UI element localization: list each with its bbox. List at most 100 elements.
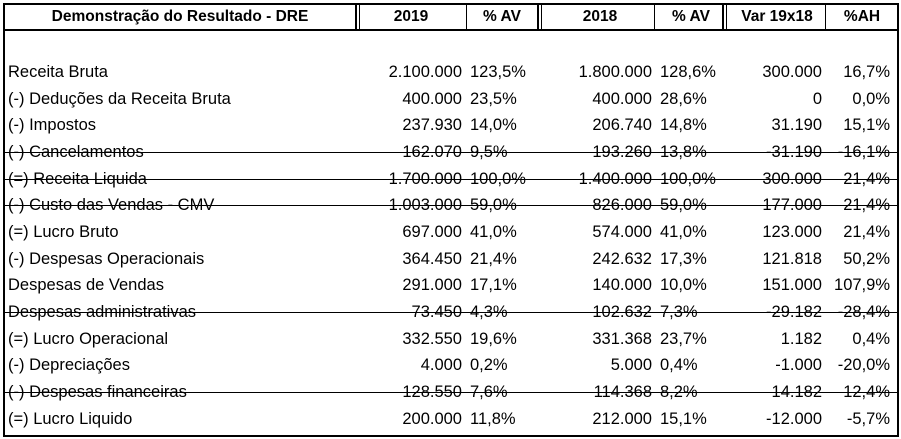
cell-av2018: 41,0%	[660, 222, 707, 241]
header-sep-2	[466, 3, 467, 31]
table-row: (=) Receita Liquida 1.700.000 100,0% 1.400.…	[4, 166, 898, 193]
header-var: Var 19x18	[741, 8, 813, 25]
cell-av2018: 28,6%	[660, 89, 707, 108]
cell-ah: 50,2%	[843, 249, 890, 268]
frame-left	[3, 3, 5, 437]
cell-label: Despesas de Vendas	[8, 276, 164, 295]
cell-var: 1.182	[780, 329, 822, 348]
table-row: (=) Lucro Operacional 332.550 19,6% 331.368…	[4, 326, 898, 353]
header-2018: 2018	[582, 8, 618, 25]
cell-v2018: 331.368	[592, 329, 652, 348]
header-sep-1	[355, 3, 357, 31]
cell-av2018: 10,0%	[660, 276, 707, 295]
cell-ah: 21,4%	[843, 222, 890, 241]
header-sep-5	[722, 3, 724, 31]
cell-av2018: 13,8%	[660, 142, 707, 161]
cell-label: (=) Lucro Liquido	[8, 409, 133, 428]
cell-ah: -5,7%	[846, 409, 890, 428]
row-separator	[3, 179, 899, 180]
cell-var: 151.000	[762, 276, 822, 295]
cell-av2018: 23,7%	[660, 329, 707, 348]
cell-ah: 15,1%	[843, 116, 890, 135]
cell-v2018: 212.000	[592, 409, 652, 428]
cell-label: (=) Lucro Operacional	[8, 329, 169, 348]
cell-av2019: 41,0%	[470, 222, 517, 241]
cell-av2018: 15,1%	[660, 409, 707, 428]
cell-var: 300.000	[762, 169, 822, 188]
cell-av2019: 100,0%	[470, 169, 526, 188]
cell-label: (=) Lucro Bruto	[8, 222, 119, 241]
table-row: (-) Despesas Operacionais 364.450 21,4% 242…	[4, 246, 898, 273]
cell-v2018: 400.000	[592, 89, 652, 108]
cell-v2019: 2.100.000	[388, 62, 462, 81]
cell-var: 300.000	[762, 62, 822, 81]
cell-av2019: 14,0%	[470, 116, 517, 135]
cell-av2019: 0,2%	[470, 356, 508, 375]
cell-label: (-) Impostos	[8, 116, 97, 135]
cell-av2018: 14,8%	[660, 116, 707, 135]
cell-v2019: 291.000	[402, 276, 462, 295]
cell-v2019: 697.000	[402, 222, 462, 241]
cell-av2018: 100,0%	[660, 169, 716, 188]
cell-av2019: 9,5%	[470, 142, 508, 161]
cell-v2019: 200.000	[402, 409, 462, 428]
cell-v2019: 162.070	[402, 142, 462, 161]
header-ah: %AH	[843, 8, 881, 25]
cell-v2019: 400.000	[402, 89, 462, 108]
cell-label: (-) Deduções da Receita Bruta	[8, 89, 231, 108]
table-row: (-) Depreciações 4.000 0,2% 5.000 0,4% -1.000…	[4, 353, 898, 380]
frame-top	[3, 3, 899, 5]
cell-av2018: 17,3%	[660, 249, 707, 268]
cell-v2018: 140.000	[592, 276, 652, 295]
table-row: Despesas de Vendas 291.000 17,1% 140.000 10,…	[4, 273, 898, 300]
cell-var: 31.190	[771, 116, 822, 135]
cell-var: -31.190	[766, 142, 822, 161]
cell-v2018: 193.260	[592, 142, 652, 161]
cell-label: (-) Despesas Operacionais	[8, 249, 205, 268]
header-av-2018: % AV	[672, 8, 710, 25]
header-sep-5b	[726, 3, 727, 31]
header-sep-1b	[359, 3, 360, 31]
header-sep-4	[654, 3, 655, 31]
dre-table: Demonstração do Resultado - DRE 2019 % A…	[4, 4, 898, 433]
cell-v2019: 364.450	[402, 249, 462, 268]
cell-ah: -16,1%	[837, 142, 890, 161]
cell-v2019: 332.550	[402, 329, 462, 348]
cell-var: 0	[812, 89, 822, 108]
cell-av2018: 0,4%	[660, 356, 698, 375]
cell-av2019: 21,4%	[470, 249, 517, 268]
cell-av2019: 19,6%	[470, 329, 517, 348]
frame-right	[897, 3, 899, 437]
header-bottom-line	[3, 29, 899, 31]
header-row: Demonstração do Resultado - DRE 2019 % A…	[4, 4, 898, 30]
header-2019: 2019	[393, 8, 429, 25]
table-row: (=) Lucro Liquido 200.000 11,8% 212.000 15,1…	[4, 406, 898, 433]
cell-label: (-) Cancelamentos	[8, 142, 144, 161]
cell-var: 121.818	[762, 249, 822, 268]
cell-v2018: 574.000	[592, 222, 652, 241]
table-row: (=) Lucro Bruto 697.000 41,0% 574.000 41,0% 1…	[4, 219, 898, 246]
cell-ah: -20,0%	[837, 356, 890, 375]
table-row: (-) Deduções da Receita Bruta 400.000 23,5…	[4, 86, 898, 113]
header-sep-3	[537, 3, 539, 31]
cell-v2018: 5.000	[610, 356, 652, 375]
cell-label: (=) Receita Liquida	[8, 169, 147, 188]
table-body: Receita Bruta 2.100.000 123,5% 1.800.000 128…	[4, 59, 898, 433]
row-separator	[3, 392, 899, 393]
cell-v2018: 1.800.000	[578, 62, 652, 81]
cell-v2019: 1.700.000	[388, 169, 462, 188]
cell-av2019: 17,1%	[470, 276, 517, 295]
cell-ah: 0,0%	[852, 89, 890, 108]
cell-av2018: 128,6%	[660, 62, 716, 81]
cell-ah: 107,9%	[834, 276, 890, 295]
cell-ah: 21,4%	[843, 169, 890, 188]
cell-var: -12.000	[766, 409, 822, 428]
cell-av2019: 23,5%	[470, 89, 517, 108]
row-separator	[3, 152, 899, 153]
table-row: Receita Bruta 2.100.000 123,5% 1.800.000 128…	[4, 59, 898, 86]
cell-v2018: 242.632	[592, 249, 652, 268]
table-row: (-) Cancelamentos 162.070 9,5% 193.260 13,8%…	[4, 139, 898, 166]
blank-row	[4, 30, 898, 59]
cell-v2019: 237.930	[402, 116, 462, 135]
cell-av2019: 123,5%	[470, 62, 526, 81]
